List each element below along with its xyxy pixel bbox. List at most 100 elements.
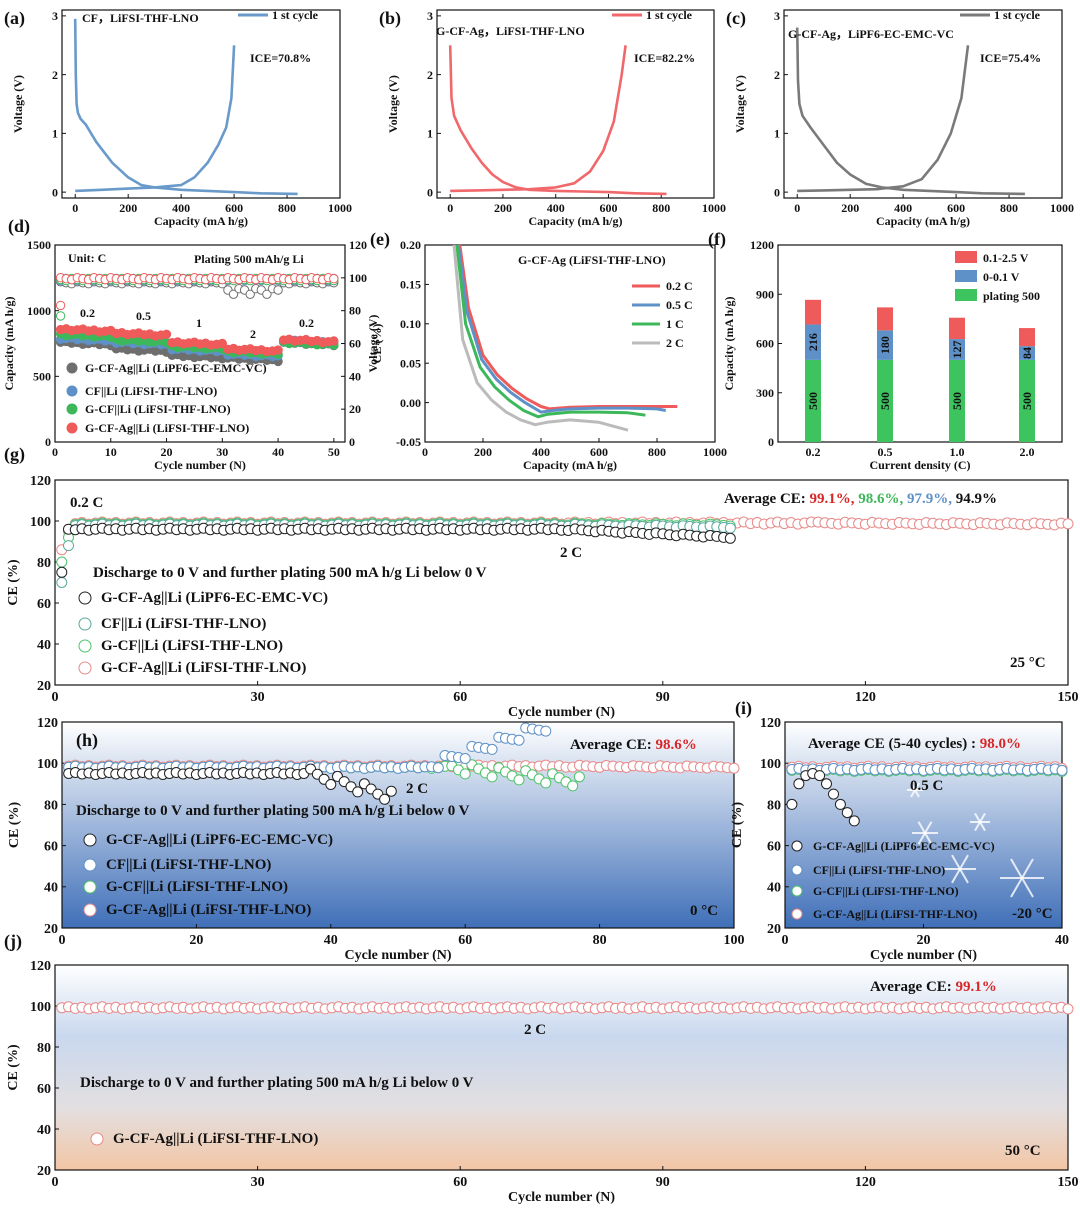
bar-0.1-2.5 V [877,307,893,331]
average-ce: Average CE: 98.6% [570,737,697,753]
ce-point [55,311,66,321]
x-axis-label: Capacity (mA h/g) [529,214,623,228]
average-ce-value: 98.0% [980,736,1021,752]
y2-tick-label: 40 [349,369,361,383]
legend-marker [66,403,78,415]
bar-0-0.1 V [1019,346,1035,360]
temperature-label: 50 °C [1005,1143,1041,1159]
y-tick-label: 0.05 [400,356,421,370]
y-tick-label: 1 [52,127,58,141]
x-tick-label: 400 [532,445,550,459]
y-axis-label: Voltage (V) [386,75,400,133]
y-tick-label: 80 [44,798,58,813]
x-tick-label: 90 [656,690,670,705]
temperature-label: 25 °C [1010,655,1046,671]
panel-e: 0 200 400 600 800 1000 -0.05 0.00 0.05 0.10 0.15 0.… [366,229,727,472]
x-tick-label: 1000 [328,201,352,215]
ce-point [55,300,66,311]
plot-frame [61,721,735,929]
plot-frame [54,479,1069,686]
bar-0-0.1 V [877,330,893,360]
y-axis-label: CE (%) [6,1044,21,1091]
x-axis-label: Cycle number (N) [344,948,451,963]
x-tick-label: 400 [172,201,190,215]
legend-marker [791,864,803,876]
legend-label: G-CF-Ag||Li (LiPF6-EC-EMC-VC) [101,590,328,606]
bar-label: 500 [950,392,964,410]
panel-label: (i) [735,698,752,719]
y-tick-label: 0 [427,185,433,199]
panel-label: (b) [379,8,401,29]
x-tick-label: 0 [72,201,78,215]
ce-point [228,289,239,299]
rate-label: 2 C [524,1022,546,1038]
ce-point [459,753,471,764]
y-tick-label: 80 [767,798,781,813]
ce-point [56,577,68,588]
ce-point [352,786,364,798]
legend-marker [78,661,92,675]
x-tick-label: 1000 [1050,201,1074,215]
x-tick-label: 800 [1000,201,1018,215]
series-charge-line [797,45,970,193]
legend-swatch [955,251,977,263]
x-tick-label: 0 [52,690,59,705]
snowflake-arm [951,854,969,884]
ce-point [329,274,339,284]
bar-plating 500 [1019,359,1035,442]
bar-0.1-2.5 V [1019,328,1035,347]
x-tick-label: 800 [278,201,296,215]
ce-point [573,771,585,783]
y-tick-label: 80 [37,1041,51,1056]
y-tick-label: 20 [767,922,781,937]
legend-label: 1 C [666,317,684,331]
x-tick-label: 90 [656,1175,670,1190]
ce-point [841,807,853,819]
legend-marker [78,591,92,605]
annotation: ICE=82.2% [634,51,695,65]
average-ce-label: Average CE: [570,737,656,753]
panel-j: 0 30 60 90 120 150 20 40 60 80 100 120 Cycle number … [4,931,1079,1205]
ce-point [245,289,255,299]
x-tick-label: 120 [855,1175,876,1190]
x-tick-label: 1000 [702,201,726,215]
ce-point [1056,764,1068,776]
snowflake-icon [970,812,990,832]
y-tick-label: 40 [767,881,781,896]
average-ce-value: 98.6% [656,737,697,753]
y-tick-label: 0.15 [400,278,421,292]
protocol-note: Discharge to 0 V and further plating 500… [80,1075,474,1091]
ce-point [848,815,860,827]
panel-label: (f) [708,229,726,250]
y-tick-label: 1 [427,127,433,141]
temperature-label: -20 °C [1012,906,1053,922]
y-tick-label: 60 [37,597,51,612]
legend-label: 2 C [666,336,684,350]
plot-background [62,722,734,928]
ce-point [262,289,272,299]
y-tick-label: 600 [756,337,774,351]
y-tick-label: 120 [37,716,58,731]
ce-point [273,285,283,295]
average-ce-value: 98.6%, [855,491,904,507]
ce-point [567,780,579,792]
y-tick-label: 3 [52,9,58,23]
y2-tick-label: 60 [349,337,361,351]
y-tick-label: 20 [37,1164,51,1179]
bar-plating 500 [805,359,821,442]
rate-label: 2 C [560,545,582,561]
snowflake-arm [917,821,933,845]
series-charge-line [450,45,627,193]
rate-label: 0.5 C [910,778,943,794]
series-discharge-line [795,27,1025,196]
panel-label: (d) [8,216,30,237]
y-tick-label: -0.05 [396,435,421,449]
y-tick-label: 1200 [750,238,774,252]
annotation: ICE=70.8% [250,51,311,65]
x-tick-label: 200 [474,445,492,459]
legend-marker [78,639,92,653]
y2-axis-label: CE (%) [370,324,384,364]
snowflake-arm [974,812,986,832]
legend-label: 1 st cycle [994,8,1041,22]
